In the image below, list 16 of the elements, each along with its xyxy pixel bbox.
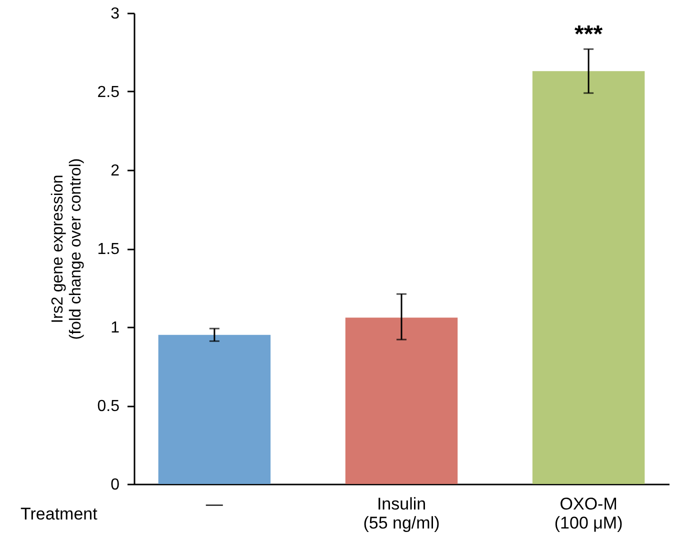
bar — [158, 334, 271, 484]
y-tick-label: 0.5 — [97, 398, 120, 415]
x-tick-label: — — [206, 494, 223, 514]
x-tick-label: OXO-M (100 μM) — [554, 494, 623, 532]
y-tick-label: 1 — [110, 320, 120, 336]
y-tick-label: 0 — [110, 476, 120, 494]
annotation: *** — [574, 21, 604, 48]
x-tick-label: Insulin (55 ng/ml) — [363, 494, 440, 532]
bar — [532, 71, 645, 484]
bar — [345, 318, 458, 484]
y-tick-label: 2 — [110, 162, 120, 180]
y-tick-label: 2.5 — [97, 84, 120, 101]
y-tick-label: 3 — [110, 6, 120, 22]
y-tick-label: 1.5 — [97, 241, 120, 258]
x-axis-title: Treatment — [20, 504, 98, 524]
y-axis-title: Irs2 gene expression (fold change over control) — [49, 158, 84, 340]
